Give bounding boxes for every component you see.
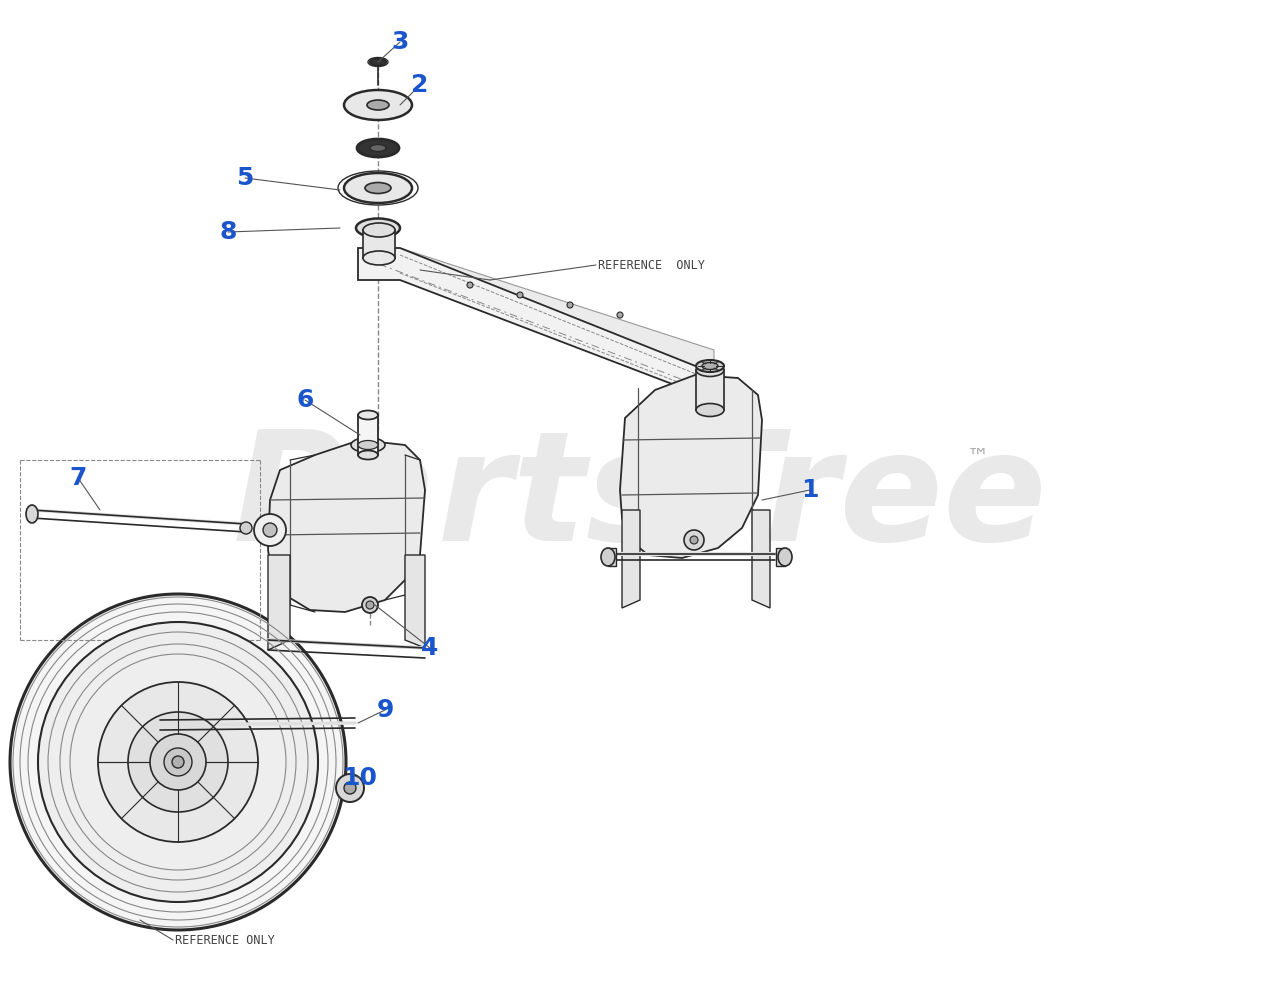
Ellipse shape [370, 144, 387, 151]
Circle shape [684, 530, 704, 550]
Text: 1: 1 [801, 478, 819, 502]
Ellipse shape [358, 440, 378, 449]
Ellipse shape [344, 90, 412, 120]
Circle shape [344, 782, 356, 794]
Circle shape [10, 594, 346, 930]
Polygon shape [608, 548, 616, 566]
Ellipse shape [365, 182, 390, 193]
Ellipse shape [602, 548, 614, 566]
Ellipse shape [344, 173, 412, 203]
Circle shape [362, 597, 378, 613]
Circle shape [164, 748, 192, 776]
Circle shape [172, 756, 184, 768]
Polygon shape [776, 548, 785, 566]
Circle shape [517, 292, 524, 298]
Ellipse shape [26, 505, 38, 523]
Text: REFERENCE  ONLY: REFERENCE ONLY [598, 259, 705, 272]
Circle shape [128, 712, 228, 812]
Circle shape [241, 522, 252, 534]
Circle shape [467, 282, 474, 288]
Text: ™: ™ [966, 448, 988, 468]
Ellipse shape [351, 437, 385, 452]
Ellipse shape [696, 360, 724, 372]
Text: 3: 3 [392, 30, 408, 54]
Circle shape [366, 601, 374, 609]
Circle shape [99, 682, 259, 842]
Ellipse shape [356, 218, 399, 237]
Polygon shape [364, 230, 396, 258]
Ellipse shape [696, 403, 724, 416]
Circle shape [690, 536, 698, 544]
Polygon shape [399, 248, 714, 388]
Text: 9: 9 [376, 698, 394, 722]
Ellipse shape [778, 548, 792, 566]
Text: 7: 7 [69, 466, 87, 490]
Circle shape [253, 514, 285, 546]
Text: 10: 10 [343, 766, 378, 790]
Text: REFERENCE ONLY: REFERENCE ONLY [175, 933, 275, 946]
Ellipse shape [358, 410, 378, 419]
Text: 2: 2 [411, 73, 429, 97]
Ellipse shape [370, 224, 387, 231]
Text: 5: 5 [237, 166, 253, 190]
Ellipse shape [357, 139, 399, 157]
Text: 8: 8 [219, 220, 237, 244]
Polygon shape [268, 440, 425, 612]
Polygon shape [268, 555, 291, 650]
Ellipse shape [364, 223, 396, 237]
Ellipse shape [370, 59, 387, 66]
Ellipse shape [696, 364, 724, 376]
Text: PartsTree: PartsTree [233, 423, 1047, 573]
Ellipse shape [367, 100, 389, 110]
Ellipse shape [364, 251, 396, 265]
Circle shape [567, 302, 573, 308]
Text: 6: 6 [296, 388, 314, 412]
Text: 4: 4 [421, 636, 439, 660]
Circle shape [617, 312, 623, 318]
Ellipse shape [358, 450, 378, 459]
Polygon shape [620, 375, 762, 558]
Circle shape [262, 523, 276, 537]
Polygon shape [696, 370, 724, 410]
Polygon shape [358, 248, 718, 415]
Polygon shape [404, 555, 425, 648]
Ellipse shape [701, 363, 718, 370]
Circle shape [150, 734, 206, 790]
Polygon shape [622, 510, 640, 608]
Circle shape [38, 622, 317, 902]
Polygon shape [358, 415, 378, 455]
Circle shape [335, 774, 364, 802]
Polygon shape [753, 510, 771, 608]
